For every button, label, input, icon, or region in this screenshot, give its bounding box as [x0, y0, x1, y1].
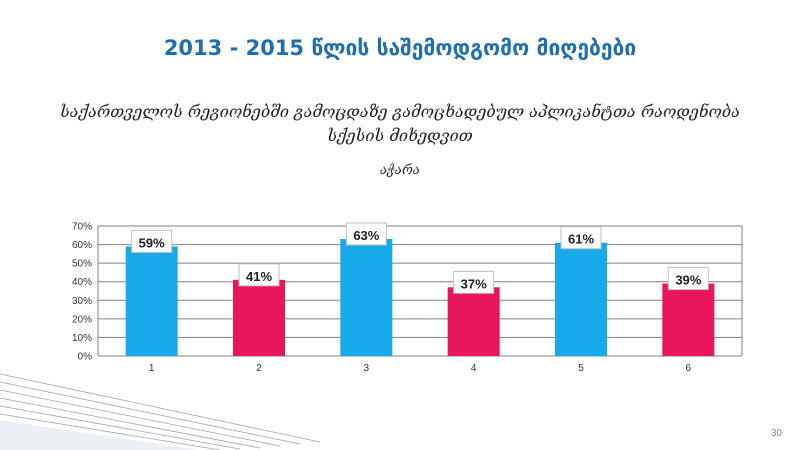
data-label-box: [560, 226, 602, 250]
data-label-box: [131, 229, 173, 253]
data-label: 63%: [353, 228, 379, 243]
data-label-box: [238, 263, 280, 287]
x-tick-label: 1: [149, 363, 155, 374]
slide-title: 2013 - 2015 წლის საშემოდგომო მიღებები: [163, 36, 637, 60]
bar: [125, 246, 178, 356]
data-label-box: [345, 222, 387, 246]
region-label: აჭარა: [380, 163, 420, 178]
data-label: 59%: [139, 235, 165, 250]
data-label-box: [667, 267, 709, 291]
slide-decoration: [0, 373, 321, 450]
bar: [662, 283, 715, 356]
bar: [555, 242, 607, 356]
data-label: 37%: [461, 276, 487, 291]
page-number: 30: [770, 428, 782, 439]
data-label: 39%: [675, 273, 701, 288]
x-tick-label: 6: [686, 363, 692, 374]
data-label: 61%: [568, 232, 594, 247]
bar: [447, 287, 500, 356]
x-tick-label: 2: [256, 363, 262, 374]
data-label: 41%: [246, 269, 272, 284]
bar: [233, 279, 285, 356]
x-tick-label: 5: [578, 363, 584, 374]
y-tick-label: 50%: [72, 259, 92, 270]
data-label-box: [453, 270, 495, 294]
chart-subtitle: საქართველოს რეგიონებში გამოცდაზე გამოცხა…: [60, 102, 740, 145]
x-tick-label: 3: [364, 363, 370, 374]
y-tick-label: 20%: [72, 314, 92, 325]
y-tick-label: 70%: [72, 222, 92, 233]
x-tick-label: 4: [471, 363, 477, 374]
y-tick-label: 10%: [72, 333, 92, 344]
y-tick-label: 60%: [72, 240, 92, 251]
y-tick-label: 0%: [78, 352, 93, 363]
bar: [340, 239, 393, 356]
y-tick-label: 30%: [72, 296, 92, 307]
y-tick-label: 40%: [72, 277, 92, 288]
